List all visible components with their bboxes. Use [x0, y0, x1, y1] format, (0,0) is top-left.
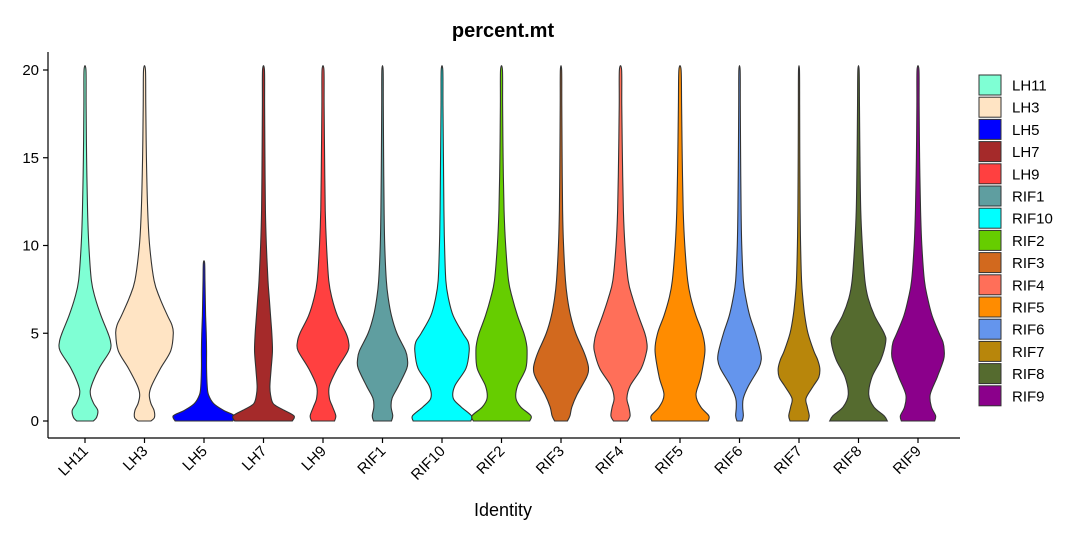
legend-label-rif4: RIF4: [1012, 277, 1045, 294]
legend-label-lh7: LH7: [1012, 144, 1040, 161]
violin-lh11: [58, 65, 112, 422]
violin-rif1: [356, 65, 409, 422]
legend-label-rif2: RIF2: [1012, 233, 1045, 250]
x-tick-label: RIF1: [354, 443, 389, 478]
legend-swatch-lh7: [978, 141, 1002, 163]
violin-rif4: [593, 65, 648, 422]
legend-label-lh3: LH3: [1012, 100, 1040, 117]
violin-group: [58, 65, 945, 422]
x-tick-label: LH3: [120, 443, 151, 474]
violin-rif9: [891, 65, 945, 422]
legend-label-rif9: RIF9: [1012, 388, 1045, 405]
chart-title: percent.mt: [452, 20, 555, 42]
x-tick-label: LH9: [298, 443, 329, 474]
legend-swatch-lh9: [978, 163, 1002, 185]
violin-lh5: [172, 260, 236, 422]
legend-label-rif3: RIF3: [1012, 255, 1045, 272]
legend-swatch-rif4: [978, 274, 1002, 296]
x-tick-label: RIF7: [771, 443, 806, 478]
x-tick-label: LH7: [239, 443, 270, 474]
legend-label-lh5: LH5: [1012, 122, 1040, 139]
violin-lh7: [231, 65, 296, 422]
legend-label-lh9: LH9: [1012, 166, 1040, 183]
x-tick-label: RIF6: [711, 443, 746, 478]
legend: LH11 LH3 LH5 LH7 LH9 RIF1 RIF10 RIF2 RIF3 RIF4 RIF…: [978, 74, 1053, 407]
y-tick-label: 15: [22, 150, 39, 167]
violin-rif8: [828, 65, 889, 422]
legend-swatch-rif10: [978, 207, 1002, 229]
legend-swatch-rif7: [978, 340, 1002, 362]
y-tick-label: 20: [22, 62, 39, 79]
legend-swatch-lh3: [978, 96, 1002, 118]
y-axis-ticks: 0 5 10 15 20: [22, 62, 48, 430]
legend-label-lh11: LH11: [1012, 78, 1047, 95]
x-tick-label: RIF10: [408, 443, 449, 484]
legend-label-rif10: RIF10: [1012, 211, 1053, 228]
legend-label-rif7: RIF7: [1012, 344, 1045, 361]
legend-label-rif6: RIF6: [1012, 322, 1045, 339]
violin-rif3: [532, 65, 590, 422]
legend-label-rif1: RIF1: [1012, 189, 1045, 206]
x-axis-title: Identity: [474, 500, 532, 520]
x-axis-ticks: LH11 LH3 LH5 LH7 LH9 RIF1 RIF10 RIF2 RIF3 RIF4 RIF…: [55, 438, 925, 484]
legend-swatch-rif2: [978, 229, 1002, 251]
legend-label-rif8: RIF8: [1012, 366, 1045, 383]
legend-swatch-rif3: [978, 252, 1002, 274]
violin-lh3: [115, 65, 174, 422]
legend-label-rif5: RIF5: [1012, 300, 1045, 317]
violin-rif5: [650, 65, 710, 422]
violin-rif10: [411, 65, 473, 422]
x-tick-label: RIF3: [533, 443, 568, 478]
legend-swatch-rif5: [978, 296, 1002, 318]
legend-swatch-rif1: [978, 185, 1002, 207]
y-tick-label: 5: [31, 325, 39, 342]
legend-swatch-rif6: [978, 318, 1002, 340]
y-tick-label: 10: [22, 238, 39, 255]
violin-rif2: [471, 65, 532, 422]
x-tick-label: RIF2: [473, 443, 508, 478]
x-tick-label: RIF4: [592, 443, 627, 478]
x-tick-label: LH5: [179, 443, 210, 474]
x-tick-label: RIF9: [890, 443, 925, 478]
y-tick-label: 0: [31, 413, 39, 430]
violin-rif6: [717, 65, 762, 422]
x-tick-label: RIF8: [830, 443, 865, 478]
violin-lh9: [296, 65, 350, 422]
legend-swatch-rif8: [978, 363, 1002, 385]
x-tick-label: LH11: [55, 443, 92, 480]
legend-swatch-lh11: [978, 74, 1002, 96]
x-tick-label: RIF5: [652, 443, 687, 478]
violin-rif7: [777, 65, 821, 422]
legend-swatch-rif9: [978, 385, 1002, 407]
legend-swatch-lh5: [978, 118, 1002, 140]
